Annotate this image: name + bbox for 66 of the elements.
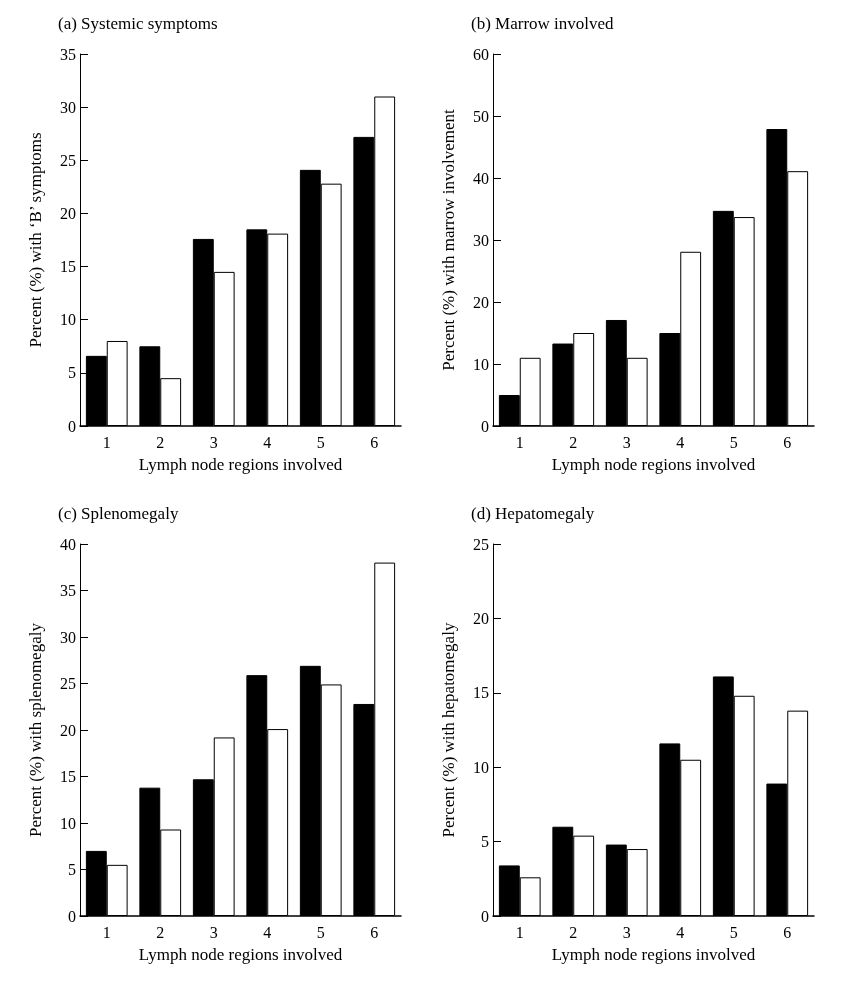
x-tick-label: 2 — [569, 923, 578, 941]
y-tick-label: 20 — [473, 293, 489, 311]
x-axis-title: Lymph node regions involved — [551, 455, 756, 474]
x-tick-label: 3 — [209, 433, 218, 451]
x-tick-label: 1 — [515, 433, 524, 451]
x-tick-label: 1 — [102, 433, 111, 451]
x-tick-label: 5 — [316, 923, 325, 941]
y-tick-label: 30 — [473, 231, 489, 249]
y-tick-label: 25 — [473, 535, 489, 553]
chart-title: (d) Hepatomegaly — [471, 504, 595, 523]
x-tick-label: 3 — [209, 923, 218, 941]
y-tick-label: 0 — [481, 417, 489, 435]
x-tick-label: 4 — [263, 923, 272, 941]
y-tick-label: 15 — [473, 684, 489, 702]
y-tick-label: 40 — [60, 535, 76, 553]
y-tick-label: 35 — [60, 45, 76, 63]
x-tick-label: 5 — [729, 433, 738, 451]
y-tick-label: 5 — [68, 861, 76, 878]
y-tick-label: 25 — [60, 151, 76, 169]
x-tick-label: 6 — [783, 433, 792, 451]
x-tick-label: 2 — [569, 433, 578, 451]
y-tick-label: 25 — [60, 675, 76, 692]
y-tick-label: 0 — [68, 907, 76, 925]
x-tick-label: 6 — [370, 923, 379, 941]
y-tick-label: 10 — [60, 311, 76, 329]
y-tick-label: 15 — [60, 258, 76, 276]
y-tick-label: 40 — [473, 169, 489, 187]
y-tick-label: 10 — [473, 355, 489, 373]
y-tick-label: 20 — [473, 609, 489, 627]
x-tick-label: 4 — [676, 923, 685, 941]
x-tick-label: 6 — [370, 433, 379, 451]
x-tick-label: 1 — [515, 923, 524, 941]
x-tick-label: 2 — [156, 433, 165, 451]
y-tick-label: 5 — [481, 833, 489, 851]
chart-title: (c) Splenomegaly — [58, 504, 179, 523]
x-tick-label: 3 — [622, 433, 631, 451]
x-axis-title: Lymph node regions involved — [138, 455, 343, 474]
y-axis-title: Percent (%) with ‘B’ symptoms — [26, 132, 45, 348]
chart-title: (a) Systemic symptoms — [58, 14, 218, 33]
x-tick-label: 3 — [622, 923, 631, 941]
y-tick-label: 50 — [473, 107, 489, 125]
y-tick-label: 15 — [60, 768, 76, 785]
x-tick-label: 6 — [783, 923, 792, 941]
x-axis-title: Lymph node regions involved — [138, 945, 343, 964]
y-tick-label: 5 — [68, 364, 76, 382]
y-axis-title: Percent (%) with hepatomegaly — [439, 622, 458, 838]
y-axis-title: Percent (%) with marrow involvement — [439, 108, 458, 371]
x-axis-title: Lymph node regions involved — [551, 945, 756, 964]
y-tick-label: 10 — [60, 814, 76, 832]
chart-title: (b) Marrow involved — [471, 14, 615, 33]
y-tick-label: 30 — [60, 628, 76, 646]
y-tick-label: 20 — [60, 204, 76, 222]
y-axis-title: Percent (%) with splenomegaly — [26, 622, 45, 837]
y-tick-label: 0 — [68, 417, 76, 435]
x-tick-label: 4 — [676, 433, 685, 451]
y-tick-label: 30 — [60, 98, 76, 116]
y-tick-label: 60 — [473, 45, 489, 63]
y-tick-label: 35 — [60, 582, 76, 599]
y-tick-label: 10 — [473, 758, 489, 776]
x-tick-label: 4 — [263, 433, 272, 451]
x-tick-label: 5 — [316, 433, 325, 451]
x-tick-label: 1 — [102, 923, 111, 941]
x-tick-label: 5 — [729, 923, 738, 941]
x-tick-label: 2 — [156, 923, 165, 941]
y-tick-label: 0 — [481, 907, 489, 925]
y-tick-label: 20 — [60, 721, 76, 739]
